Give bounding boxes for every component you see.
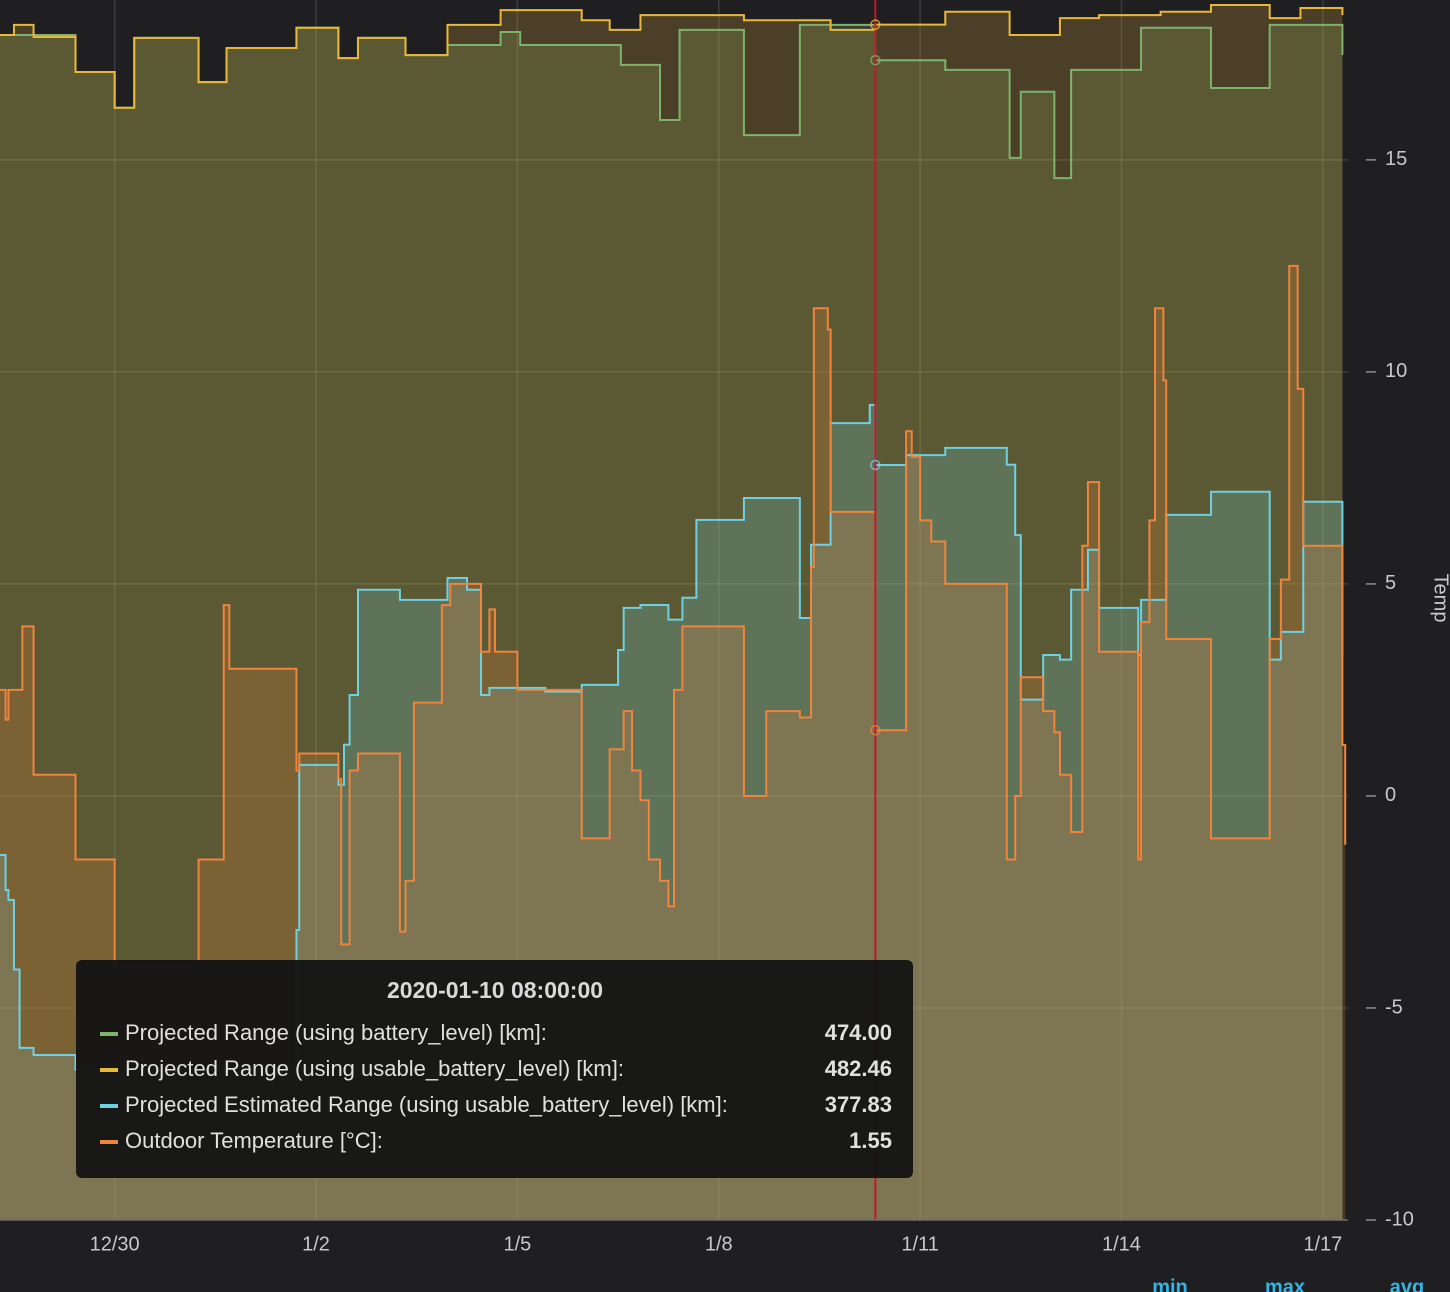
tooltip-value: 1.55 (849, 1128, 892, 1153)
series-area (0, 0, 1347, 1220)
series-line (0, 264, 1347, 967)
axes: Temp 15 10 5 0 -5 -10 12/30 1/2 1/5 1/8 1/11 1/14 1/… (0, 148, 1450, 1255)
tooltip-label: Projected Range (using battery_level) [k… (125, 1020, 547, 1045)
y-tick-label: 10 (1385, 360, 1407, 382)
tooltip-value: 377.83 (825, 1092, 892, 1117)
tooltip-time: 2020-01-10 08:00:00 (387, 977, 603, 1003)
tooltip: 2020-01-10 08:00:00 Projected Range (usi… (76, 960, 913, 1178)
y-tick-label: 0 (1385, 784, 1396, 806)
tooltip-value: 482.46 (825, 1056, 892, 1081)
x-tick-label: 12/30 (90, 1233, 140, 1255)
y-tick-label: -5 (1385, 996, 1403, 1018)
legend-column-header[interactable]: min (1152, 1276, 1188, 1292)
y-axis-title: Temp (1430, 574, 1450, 623)
tooltip-value: 474.00 (825, 1020, 892, 1045)
x-tick-label: 1/17 (1303, 1233, 1342, 1255)
x-tick-label: 1/14 (1102, 1233, 1141, 1255)
hover-point (870, 19, 881, 30)
series-area (0, 5, 1343, 1220)
legend-header: min max avg (1152, 1276, 1424, 1292)
hover-point (870, 724, 881, 736)
y-tick-label: -10 (1385, 1208, 1414, 1230)
hover-point (870, 459, 881, 471)
tooltip-box (76, 960, 913, 1178)
legend-column-header[interactable]: avg (1390, 1276, 1424, 1292)
x-tick-label: 1/5 (503, 1233, 531, 1255)
tooltip-label: Outdoor Temperature [°C]: (125, 1128, 383, 1153)
hover-point (870, 54, 881, 66)
tooltip-label: Projected Estimated Range (using usable_… (125, 1092, 728, 1117)
x-tick-label: 1/8 (705, 1233, 733, 1255)
series-line (0, 4, 1344, 109)
legend-column-header[interactable]: max (1265, 1276, 1305, 1292)
x-tick-label: 1/2 (302, 1233, 330, 1255)
tooltip-label: Projected Range (using usable_battery_le… (125, 1056, 624, 1081)
x-tick-label: 1/11 (901, 1233, 938, 1255)
y-tick-label: 5 (1385, 572, 1396, 594)
series-area (0, 24, 1343, 1220)
y-tick-label: 15 (1385, 148, 1407, 170)
